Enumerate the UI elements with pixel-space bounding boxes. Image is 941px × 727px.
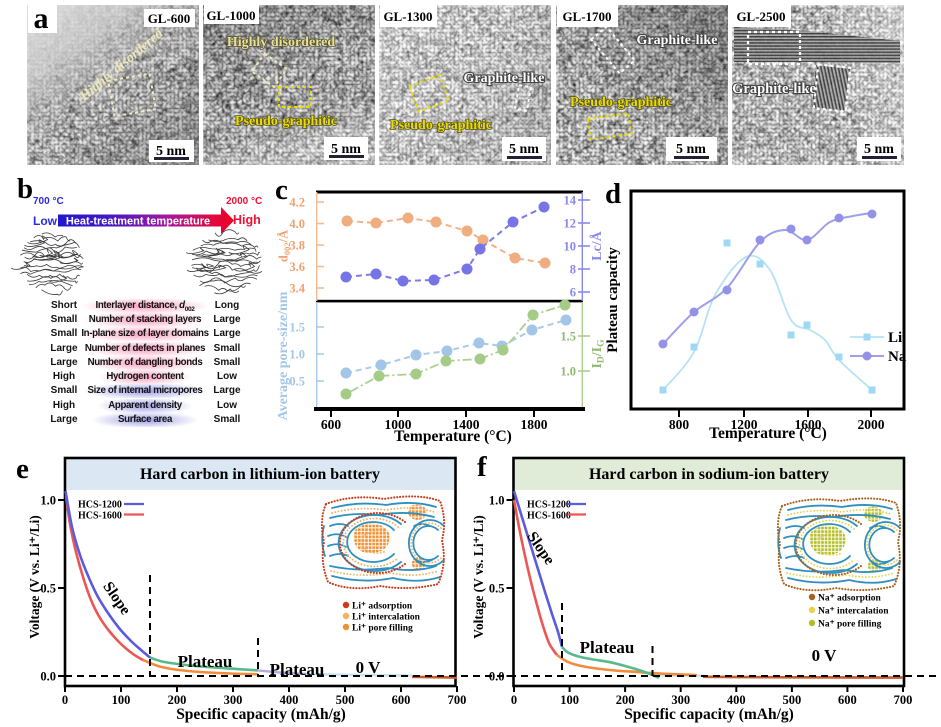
svg-text:a: a (34, 5, 49, 35)
svg-text:HCS-1600: HCS-1600 (78, 511, 122, 522)
svg-text:0: 0 (511, 693, 517, 707)
svg-text:800: 800 (669, 417, 690, 432)
svg-text:Li⁺ pore filling: Li⁺ pore filling (352, 624, 413, 634)
svg-text:0: 0 (62, 693, 68, 707)
svg-text:Heat-treatment temperature: Heat-treatment temperature (66, 216, 210, 228)
svg-text:Average pore-size/nm: Average pore-size/nm (276, 291, 291, 420)
svg-text:Slope: Slope (523, 529, 558, 568)
svg-text:5 nm: 5 nm (864, 142, 894, 157)
svg-text:100: 100 (560, 693, 579, 707)
svg-text:1400: 1400 (453, 417, 480, 432)
svg-text:Graphite-like: Graphite-like (464, 71, 545, 86)
svg-text:HCS-1200: HCS-1200 (78, 500, 122, 511)
svg-text:GL-1700: GL-1700 (562, 9, 611, 24)
svg-text:3.4: 3.4 (289, 282, 305, 296)
svg-text:200: 200 (616, 693, 635, 707)
svg-text:Hard carbon in lithium-ion bat: Hard carbon in lithium-ion battery (140, 466, 380, 483)
svg-text:0.0: 0.0 (489, 670, 505, 684)
svg-text:Plateau capacity: Plateau capacity (605, 247, 621, 353)
svg-text:HCS-1600: HCS-1600 (527, 511, 571, 522)
svg-text:1.0: 1.0 (289, 348, 305, 362)
svg-text:600: 600 (392, 693, 411, 707)
svg-text:4.0: 4.0 (289, 217, 305, 231)
svg-text:HCS-1200: HCS-1200 (527, 500, 571, 511)
svg-text:GL-2500: GL-2500 (736, 9, 785, 24)
svg-text:0.5: 0.5 (40, 582, 56, 596)
svg-text:Temperature (°C): Temperature (°C) (394, 428, 512, 445)
svg-text:Li⁺ intercalation: Li⁺ intercalation (352, 613, 421, 623)
svg-text:Graphite-like: Graphite-like (732, 81, 816, 97)
svg-text:Na⁺ intercalation: Na⁺ intercalation (818, 607, 889, 617)
svg-text:Hard carbon in sodium-ion batt: Hard carbon in sodium-ion battery (589, 466, 829, 483)
svg-text:Li⁺ adsorption: Li⁺ adsorption (352, 602, 413, 612)
svg-text:500: 500 (783, 693, 802, 707)
svg-text:Plateau: Plateau (270, 660, 325, 679)
svg-text:Pseudo-graphitic: Pseudo-graphitic (235, 114, 337, 129)
svg-text:Voltage (V vs. Li⁺/Li): Voltage (V vs. Li⁺/Li) (471, 515, 486, 638)
svg-text:8: 8 (570, 263, 576, 277)
svg-text:5 nm: 5 nm (156, 144, 186, 159)
svg-text:1600: 1600 (795, 417, 822, 432)
svg-text:0.0: 0.0 (40, 670, 56, 684)
svg-text:1.0: 1.0 (40, 494, 56, 508)
svg-text:Na: Na (888, 349, 907, 365)
svg-text:Pseudo-graphitic: Pseudo-graphitic (570, 95, 672, 110)
svg-text:Specific capacity (mAh/g): Specific capacity (mAh/g) (624, 706, 794, 723)
svg-text:Pseudo-graphitic: Pseudo-graphitic (390, 118, 492, 133)
svg-text:300: 300 (671, 693, 690, 707)
svg-text:0 V: 0 V (356, 658, 381, 677)
svg-text:1800: 1800 (521, 417, 548, 432)
svg-text:1.5: 1.5 (289, 321, 305, 335)
svg-text:1200: 1200 (731, 417, 758, 432)
svg-text:0 V: 0 V (812, 646, 837, 665)
svg-text:5 nm: 5 nm (676, 142, 706, 157)
svg-text:GL-1300: GL-1300 (383, 9, 432, 24)
svg-text:GL-600: GL-600 (148, 11, 191, 26)
svg-text:200: 200 (168, 693, 187, 707)
svg-text:100: 100 (112, 693, 131, 707)
svg-text:12: 12 (564, 217, 577, 231)
svg-text:300: 300 (224, 693, 243, 707)
svg-text:Plateau: Plateau (580, 638, 635, 657)
svg-text:Na⁺ pore filling: Na⁺ pore filling (818, 620, 882, 630)
svg-text:10: 10 (564, 240, 577, 254)
svg-text:Highly disordered: Highly disordered (227, 35, 335, 50)
svg-text:5 nm: 5 nm (331, 142, 361, 157)
svg-text:2000: 2000 (858, 417, 885, 432)
svg-text:GL-1000: GL-1000 (206, 8, 255, 23)
svg-text:0.5: 0.5 (289, 375, 305, 389)
svg-text:1.5: 1.5 (560, 330, 576, 344)
svg-text:400: 400 (280, 693, 299, 707)
svg-text:Graphite-like: Graphite-like (637, 33, 718, 48)
svg-text:Li: Li (888, 330, 902, 346)
svg-text:Lc/Å: Lc/Å (589, 230, 605, 260)
svg-text:3.8: 3.8 (289, 239, 305, 253)
svg-text:6: 6 (570, 286, 576, 300)
svg-text:4.2: 4.2 (289, 196, 305, 210)
svg-text:14: 14 (564, 194, 577, 208)
svg-text:700: 700 (894, 693, 913, 707)
svg-text:0.5: 0.5 (489, 582, 505, 596)
svg-text:Specific capacity (mAh/g): Specific capacity (mAh/g) (176, 706, 346, 723)
svg-text:Na⁺ adsorption: Na⁺ adsorption (818, 594, 882, 604)
svg-text:1.0: 1.0 (489, 494, 505, 508)
svg-text:Temperature (°C): Temperature (°C) (709, 425, 827, 442)
svg-text:600: 600 (321, 417, 342, 432)
svg-text:Plateau: Plateau (178, 652, 233, 671)
svg-text:600: 600 (838, 693, 857, 707)
svg-text:3.6: 3.6 (289, 260, 305, 274)
svg-text:500: 500 (336, 693, 355, 707)
svg-text:1.0: 1.0 (560, 365, 576, 379)
svg-text:Slope: Slope (99, 579, 134, 618)
svg-text:5 nm: 5 nm (509, 142, 539, 157)
svg-text:400: 400 (727, 693, 746, 707)
svg-text:1000: 1000 (385, 417, 412, 432)
svg-text:700: 700 (448, 693, 467, 707)
svg-text:Voltage (V vs. Li⁺/Li): Voltage (V vs. Li⁺/Li) (27, 515, 42, 638)
